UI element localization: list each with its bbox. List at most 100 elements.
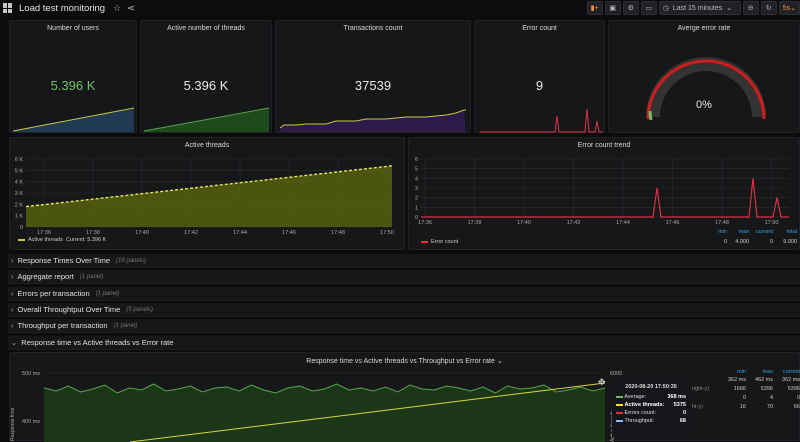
x-tick-label: 17:50 bbox=[380, 230, 394, 236]
stats-row: ht-y) 16 70 66 bbox=[692, 404, 800, 413]
dashboard-title[interactable]: Load test monitoring bbox=[19, 2, 106, 14]
y-tick-label: 4 bbox=[415, 176, 418, 182]
chevron-right-icon: › bbox=[11, 272, 14, 281]
tooltip-label: Errors count: bbox=[624, 410, 657, 416]
right-tick-label: 6000 bbox=[610, 371, 622, 377]
x-tick-label: 17:36 bbox=[37, 230, 51, 236]
legend-stats-table: min max current 362 ms 462 ms 362 ms right… bbox=[692, 369, 800, 413]
panel-title: Number of users bbox=[47, 25, 99, 32]
row-title: Overall Throughtput Over Time bbox=[17, 305, 121, 314]
tooltip-value: 5375 bbox=[673, 402, 686, 408]
row-response-times[interactable]: › Response Times Over Time (18 panels) bbox=[8, 254, 800, 268]
stats-row: right-y) 1666 5396 5396 bbox=[692, 386, 800, 395]
panel-title[interactable]: Response time vs Active threads vs Throu… bbox=[10, 357, 799, 365]
chevron-down-icon: ⌄ bbox=[496, 358, 503, 365]
legend-header-total[interactable]: total bbox=[786, 229, 797, 235]
sparkline bbox=[279, 109, 466, 132]
row-response-vs-threads[interactable]: ⌄ Response time vs Active threads vs Erro… bbox=[8, 336, 800, 350]
gauge-panel[interactable]: Averge error rate 0% bbox=[608, 20, 800, 133]
refresh-interval-label: 5s bbox=[782, 4, 791, 12]
tooltip-row: Errors count: 0 bbox=[616, 409, 686, 417]
combined-panel[interactable]: Response time vs Active threads vs Throu… bbox=[9, 352, 800, 442]
zoom-out-icon[interactable]: ⊖ bbox=[742, 1, 759, 15]
stat-panel-users[interactable]: Number of users 5.396 K bbox=[9, 20, 137, 133]
add-panel-icon[interactable]: ▮+ bbox=[586, 1, 603, 15]
legend-min: 0 bbox=[723, 239, 727, 245]
x-tick-label: 17:46 bbox=[666, 220, 680, 226]
header-current[interactable]: current bbox=[782, 369, 800, 375]
threads-area bbox=[26, 165, 392, 227]
stats-label: right-y) bbox=[692, 386, 710, 392]
legend-header-min[interactable]: min bbox=[718, 229, 727, 235]
x-tick-label: 17:38 bbox=[468, 220, 482, 226]
tooltip-row: Average: 368 ms bbox=[616, 393, 686, 401]
stats-current: 66 bbox=[793, 404, 800, 410]
active-threads-line bbox=[129, 382, 606, 442]
gauge-value: 0% bbox=[696, 99, 712, 111]
graph-tooltip: 2020-08-20 17:50:35 Average: 368 ms Activ… bbox=[612, 381, 690, 437]
panel-title: Error count bbox=[522, 25, 557, 32]
x-tick-label: 17:42 bbox=[184, 230, 198, 236]
stat-panel-transactions[interactable]: Transactions count 37539 bbox=[275, 20, 471, 133]
stat-value: 9 bbox=[535, 78, 544, 93]
header-max[interactable]: max bbox=[762, 369, 773, 375]
time-picker[interactable]: ◷ Last 15 minutes ⌄ bbox=[658, 1, 741, 15]
row-overall-throughput[interactable]: › Overall Throughtput Over Time (5 panels) bbox=[8, 303, 800, 317]
active-threads-panel[interactable]: Active threads 6 K 5 K 4 K 3 K 2 K 1 K 0 17:36 1… bbox=[9, 137, 405, 250]
legend-current: 0 bbox=[769, 239, 773, 245]
y-tick-label: 2 K bbox=[15, 202, 24, 208]
panel-title: Transactions count bbox=[343, 25, 403, 32]
chevron-right-icon: › bbox=[11, 321, 14, 330]
stat-panel-active-threads[interactable]: Active number of threads 5.396 K bbox=[140, 20, 272, 133]
stats-header-row: min max current bbox=[692, 369, 800, 377]
row-throughput-per-transaction[interactable]: › Throughput per transaction (1 panel) bbox=[8, 319, 800, 333]
x-tick-label: 17:40 bbox=[135, 230, 149, 236]
star-icon[interactable]: ☆ bbox=[113, 2, 122, 13]
x-tick-label: 17:42 bbox=[567, 220, 581, 226]
chevron-right-icon: › bbox=[11, 289, 14, 298]
row-title: Throughput per transaction bbox=[17, 321, 108, 330]
row-panel-count: (5 panels) bbox=[126, 306, 154, 313]
tooltip-value: 368 ms bbox=[667, 394, 686, 400]
save-icon[interactable]: ▣ bbox=[604, 1, 621, 15]
row-title: Errors per transaction bbox=[17, 289, 90, 298]
x-tick-label: 17:38 bbox=[86, 230, 100, 236]
error-trend-chart: 6 5 4 3 2 1 017:36 17:38 17:40 17:42 17:44 17:46 17:… bbox=[415, 157, 789, 226]
tooltip-time: 2020-08-20 17:50:35 bbox=[625, 384, 677, 390]
row-errors-per-transaction[interactable]: › Errors per transaction (1 panel) bbox=[8, 287, 800, 301]
y-tick-label: 3 K bbox=[15, 191, 24, 197]
y-tick-label: 6 bbox=[415, 157, 418, 163]
tv-mode-icon[interactable]: ▭ bbox=[640, 1, 657, 15]
y-tick-label: 3 bbox=[415, 186, 418, 192]
panel-title: Error count trend bbox=[577, 142, 631, 149]
header-min[interactable]: min bbox=[737, 369, 746, 375]
row-title: Aggregate report bbox=[17, 272, 74, 281]
row-aggregate-report[interactable]: › Aggregate report (1 panel) bbox=[8, 270, 800, 284]
legend-header-max[interactable]: max bbox=[738, 229, 749, 235]
stats-current: 0 bbox=[796, 395, 800, 401]
stat-panel-errors[interactable]: Error count 9 bbox=[474, 20, 605, 133]
y-tick-label: 400 ms bbox=[22, 419, 40, 425]
panel-title: Active threads bbox=[184, 142, 230, 149]
dashboard-grid-icon[interactable] bbox=[3, 3, 13, 13]
panel-title: Active number of threads bbox=[167, 25, 245, 32]
error-trend-panel[interactable]: Error count trend 6 5 4 3 2 1 0 17:36 17:38 17:40… bbox=[408, 137, 800, 250]
share-icon[interactable]: ⋖ bbox=[127, 2, 135, 13]
stats-max: 70 bbox=[766, 404, 773, 410]
tooltip-label: Active threads: bbox=[624, 402, 665, 408]
panel-title-text: Response time vs Active threads vs Throu… bbox=[306, 358, 495, 365]
stats-min: 0 bbox=[742, 395, 746, 401]
legend-header-current[interactable]: current bbox=[755, 229, 773, 235]
refresh-interval-picker[interactable]: 5s ⌄ bbox=[778, 1, 800, 15]
x-tick-label: 17:50 bbox=[765, 220, 779, 226]
settings-icon[interactable]: ⚙ bbox=[622, 1, 639, 15]
tooltip-label: Throughput: bbox=[624, 418, 655, 424]
crosshair-icon: ✥ bbox=[598, 377, 606, 387]
response-time-area bbox=[44, 384, 605, 442]
legend-swatch bbox=[421, 241, 428, 243]
stat-value: 5.396 K bbox=[50, 78, 96, 93]
stats-max: 4 bbox=[769, 395, 773, 401]
tooltip-row: Active threads: 5375 bbox=[616, 401, 686, 409]
stats-min: 1666 bbox=[733, 386, 746, 392]
refresh-icon[interactable]: ↻ bbox=[760, 1, 777, 15]
